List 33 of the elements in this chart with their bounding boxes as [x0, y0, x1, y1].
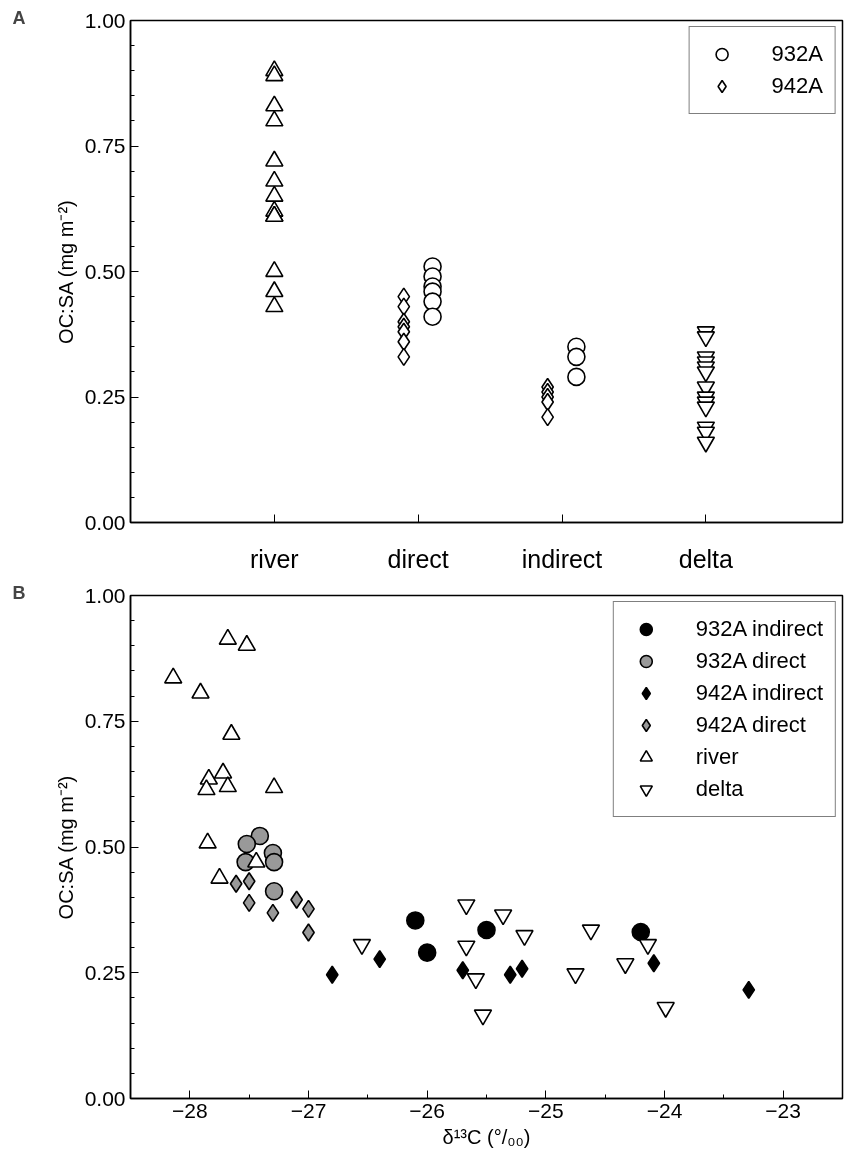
x-tick-label: −28 [172, 1098, 208, 1122]
x-tick-label: delta [678, 544, 734, 573]
legend-label: 942A direct [695, 712, 806, 738]
y-axis-title: OC:SA (mg m⁻²) [54, 775, 77, 920]
y-tick-label: 0.25 [84, 960, 126, 984]
legend-label: 932A [771, 41, 823, 67]
y-tick-label: 0.50 [84, 259, 126, 283]
y-tick-label: 0.25 [84, 385, 126, 408]
y-tick-label: 0.75 [84, 134, 126, 157]
y-axis-title: OC:SA (mg m⁻²) [54, 200, 77, 344]
x-tick-label: −24 [646, 1098, 683, 1122]
legend-label: 942A [771, 73, 823, 99]
y-tick-label: 1.00 [84, 583, 126, 607]
x-tick-label: indirect [521, 544, 603, 573]
legend-label: 942A indirect [695, 680, 823, 706]
y-tick-label: 0.75 [84, 709, 126, 733]
x-tick-label: −23 [765, 1098, 801, 1122]
text: B [12, 582, 26, 603]
x-axis-title: δ¹³C (°/₀₀) [442, 1125, 531, 1148]
y-tick-label: 0.00 [84, 510, 126, 534]
legend-label: river [695, 744, 739, 770]
x-tick-label: direct [387, 544, 449, 573]
x-tick-label: river [250, 544, 299, 573]
y-tick-label: 1.00 [84, 8, 126, 32]
y-tick-label: 0.50 [84, 835, 126, 858]
legend-label: 932A direct [695, 648, 806, 674]
x-tick-label: −25 [528, 1098, 564, 1122]
text: A [12, 7, 26, 28]
x-tick-label: −27 [290, 1098, 327, 1122]
legend-label: delta [695, 776, 744, 802]
legend-label: 932A indirect [695, 616, 823, 642]
y-tick-label: 0.00 [84, 1086, 126, 1110]
x-tick-label: −26 [409, 1098, 445, 1122]
